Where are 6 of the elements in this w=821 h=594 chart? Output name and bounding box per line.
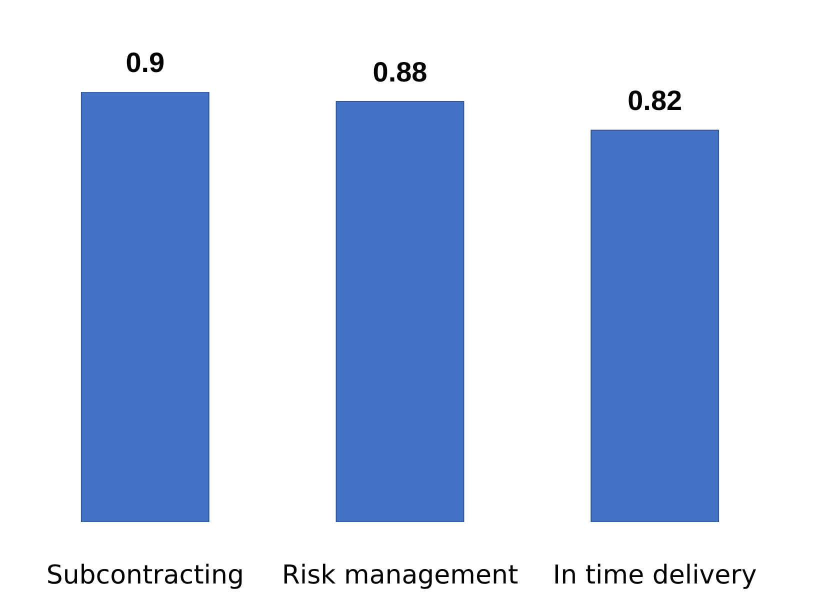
data-label: 0.82	[628, 85, 682, 116]
x-tick-label: Subcontracting	[46, 560, 244, 590]
x-tick-label: In time delivery	[552, 560, 757, 590]
data-label: 0.9	[126, 47, 165, 78]
x-tick-label: Risk management	[282, 560, 518, 590]
data-label: 0.88	[372, 56, 428, 88]
